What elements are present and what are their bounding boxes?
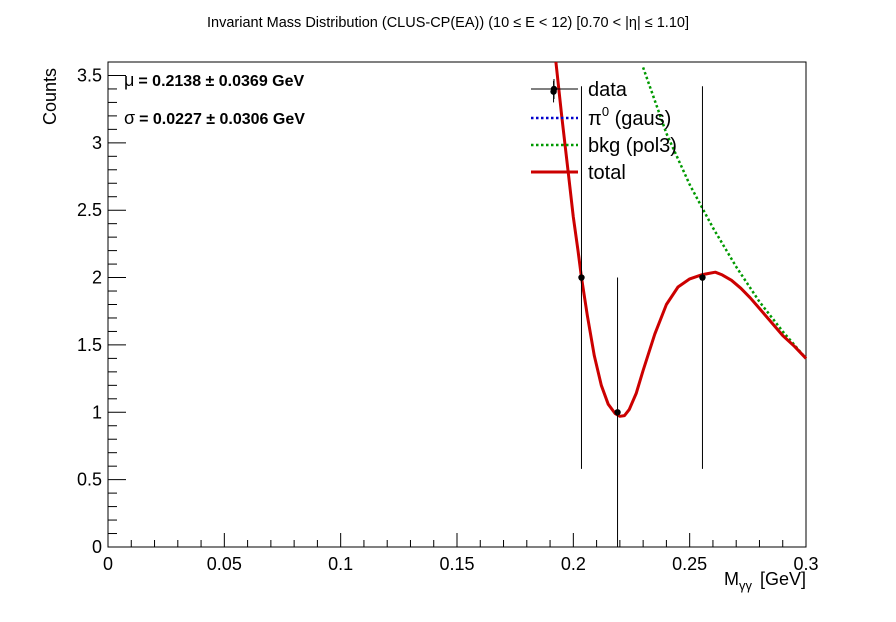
y-tick-labels: 0 0.5 1 1.5 2 2.5 3 3.5 — [77, 65, 102, 557]
y-tick-label: 3.5 — [77, 65, 102, 85]
total-curve — [554, 61, 808, 418]
y-tick-label: 2.5 — [77, 200, 102, 220]
y-tick-label: 0.5 — [77, 470, 102, 490]
x-axis-label-main: M — [724, 569, 739, 589]
y-tick-label: 3 — [92, 133, 102, 153]
legend-label-data: data — [588, 79, 628, 101]
mu-value: = 0.2138 ± 0.0369 GeV — [138, 73, 304, 90]
curves — [554, 61, 808, 418]
x-tick-label: 0.15 — [439, 554, 474, 574]
legend-entry-bkg: bkg (pol3) — [531, 135, 677, 157]
stats-box: μ = 0.2138 ± 0.0369 GeV σ = 0.0227 ± 0.030… — [124, 70, 305, 128]
axis-ticks — [107, 61, 807, 548]
y-axis-label: Counts — [40, 68, 60, 125]
y-tick-label: 0 — [92, 537, 102, 557]
legend-pi0-base: π — [588, 108, 602, 130]
y-tick-label: 1.5 — [77, 335, 102, 355]
point-marker — [699, 274, 706, 281]
legend-label-pi0: π0 (gaus) — [588, 104, 671, 130]
point-marker — [578, 274, 585, 281]
chart-title: Invariant Mass Distribution (CLUS-CP(EA)… — [207, 15, 689, 31]
x-tick-label: 0 — [103, 554, 113, 574]
mu-symbol: μ — [124, 70, 134, 90]
y-tick-label: 2 — [92, 268, 102, 288]
legend-pi0-rest: (gaus) — [609, 108, 671, 130]
legend-label-total: total — [588, 162, 626, 184]
legend-pi0-sup: 0 — [602, 104, 609, 119]
sigma-symbol: σ — [124, 108, 135, 128]
legend-entry-data: data — [531, 79, 628, 101]
legend-label-bkg: bkg (pol3) — [588, 135, 677, 157]
bkg-curve — [641, 66, 807, 360]
y-tick-label: 1 — [92, 402, 102, 422]
sigma-stat: σ = 0.0227 ± 0.0306 GeV — [124, 108, 305, 128]
data-points — [550, 80, 706, 547]
x-tick-label: 0.05 — [207, 554, 242, 574]
x-tick-labels: 0 0.05 0.1 0.15 0.2 0.25 0.3 — [103, 554, 819, 574]
legend-entry-total: total — [531, 162, 626, 184]
mu-stat: μ = 0.2138 ± 0.0369 GeV — [124, 70, 305, 90]
data-point — [699, 86, 706, 469]
x-axis-label-sub: γγ — [739, 578, 753, 593]
x-axis-label-unit: [GeV] — [760, 569, 806, 589]
x-axis-label: Mγγ [GeV] — [724, 569, 806, 593]
x-tick-label: 0.3 — [793, 554, 818, 574]
point-marker — [614, 409, 621, 416]
data-point — [578, 86, 585, 469]
x-tick-label: 0.1 — [328, 554, 353, 574]
x-tick-label: 0.2 — [561, 554, 586, 574]
plot-frame — [107, 61, 807, 548]
legend-entry-pi0: π0 (gaus) — [531, 104, 671, 130]
x-tick-label: 0.25 — [672, 554, 707, 574]
sigma-value: = 0.0227 ± 0.0306 GeV — [139, 111, 305, 128]
legend: data π0 (gaus) bkg (pol3) total — [531, 79, 677, 184]
data-point — [614, 277, 621, 547]
